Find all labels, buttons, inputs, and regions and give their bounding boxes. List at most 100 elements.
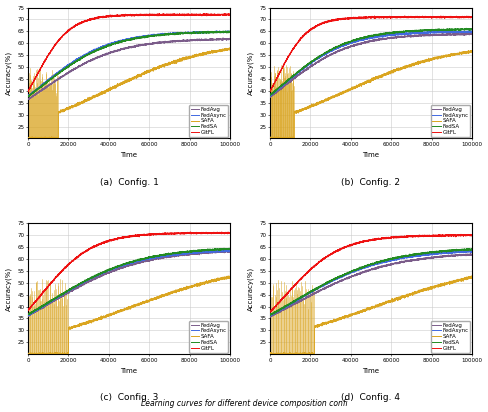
- SAFA: [202, 280, 207, 285]
- FedAsync: [267, 94, 273, 98]
- FedAsync: [102, 269, 108, 274]
- FedAsync: [302, 293, 308, 298]
- SAFA: [38, 138, 44, 143]
- X-axis label: Time: Time: [363, 368, 380, 374]
- FedAsync: [465, 249, 471, 254]
- FedAvg: [220, 35, 226, 40]
- FedAvg: [227, 249, 233, 254]
- FedAvg: [468, 251, 474, 256]
- FedAsync: [465, 29, 471, 34]
- FedSA: [302, 64, 308, 69]
- FedSA: [444, 248, 449, 253]
- Line: GitFL: GitFL: [270, 234, 472, 312]
- FedAvg: [215, 248, 221, 253]
- FedAvg: [465, 32, 471, 37]
- FedAsync: [469, 30, 475, 35]
- GitFL: [224, 12, 229, 17]
- FedAsync: [48, 76, 54, 81]
- GitFL: [458, 232, 464, 237]
- GitFL: [302, 32, 308, 37]
- FedSA: [111, 265, 117, 270]
- SAFA: [271, 138, 277, 143]
- FedAvg: [202, 37, 207, 42]
- SAFA: [465, 49, 471, 54]
- SAFA: [223, 46, 229, 51]
- FedSA: [443, 27, 449, 32]
- FedAvg: [25, 97, 31, 102]
- SAFA: [468, 48, 474, 53]
- FedAsync: [353, 268, 359, 273]
- GitFL: [290, 47, 296, 52]
- GitFL: [469, 233, 475, 238]
- FedAsync: [111, 266, 117, 271]
- X-axis label: Time: Time: [121, 152, 138, 159]
- Line: FedAvg: FedAvg: [28, 251, 230, 316]
- FedAsync: [468, 28, 473, 33]
- FedAvg: [60, 293, 66, 298]
- GitFL: [227, 231, 233, 236]
- Legend: FedAvg, FedAsync, SAFA, FedSA, GitFL: FedAvg, FedAsync, SAFA, FedSA, GitFL: [189, 105, 228, 137]
- FedAvg: [469, 253, 475, 258]
- FedAvg: [223, 249, 229, 254]
- FedAvg: [345, 44, 350, 49]
- GitFL: [267, 89, 273, 94]
- FedAsync: [60, 292, 66, 297]
- SAFA: [25, 351, 31, 356]
- SAFA: [40, 353, 45, 358]
- Text: (a)  Config. 1: (a) Config. 1: [100, 178, 159, 187]
- FedAvg: [468, 31, 473, 36]
- FedSA: [353, 267, 359, 272]
- GitFL: [290, 285, 296, 290]
- FedAsync: [469, 250, 475, 255]
- FedAvg: [25, 314, 31, 319]
- SAFA: [48, 351, 54, 356]
- GitFL: [25, 308, 31, 313]
- FedSA: [48, 76, 54, 81]
- GitFL: [111, 13, 117, 18]
- SAFA: [227, 275, 233, 280]
- SAFA: [102, 313, 108, 318]
- FedAsync: [111, 40, 117, 44]
- GitFL: [227, 12, 233, 17]
- GitFL: [25, 88, 31, 93]
- FedAvg: [465, 253, 471, 258]
- FedSA: [469, 27, 475, 32]
- Line: FedSA: FedSA: [270, 28, 472, 95]
- Line: FedAvg: FedAvg: [270, 254, 472, 317]
- FedAsync: [353, 38, 359, 43]
- FedSA: [267, 313, 273, 318]
- FedAsync: [444, 30, 449, 35]
- Line: SAFA: SAFA: [270, 276, 472, 356]
- SAFA: [302, 352, 308, 357]
- GitFL: [221, 11, 227, 16]
- Line: SAFA: SAFA: [28, 48, 230, 140]
- SAFA: [465, 275, 471, 280]
- SAFA: [25, 137, 31, 142]
- Line: FedSA: FedSA: [270, 248, 472, 315]
- FedAsync: [444, 251, 449, 256]
- FedAvg: [290, 302, 296, 307]
- FedAvg: [302, 296, 308, 301]
- FedAvg: [202, 251, 207, 256]
- FedSA: [25, 312, 31, 317]
- FedSA: [227, 30, 233, 35]
- FedAvg: [60, 73, 66, 78]
- Line: GitFL: GitFL: [28, 14, 230, 92]
- Line: FedAsync: FedAsync: [28, 250, 230, 316]
- Legend: FedAvg, FedAsync, SAFA, FedSA, GitFL: FedAvg, FedAsync, SAFA, FedSA, GitFL: [431, 105, 470, 137]
- SAFA: [223, 276, 229, 281]
- Line: FedAvg: FedAvg: [270, 33, 472, 97]
- GitFL: [353, 241, 359, 246]
- FedAsync: [202, 250, 207, 255]
- FedAsync: [267, 313, 273, 318]
- FedSA: [267, 93, 273, 98]
- X-axis label: Time: Time: [121, 368, 138, 374]
- FedSA: [469, 246, 475, 251]
- SAFA: [345, 89, 350, 94]
- FedAsync: [223, 249, 229, 254]
- SAFA: [227, 46, 233, 51]
- GitFL: [469, 15, 475, 20]
- SAFA: [225, 274, 231, 279]
- FedAsync: [467, 248, 472, 253]
- GitFL: [202, 230, 207, 235]
